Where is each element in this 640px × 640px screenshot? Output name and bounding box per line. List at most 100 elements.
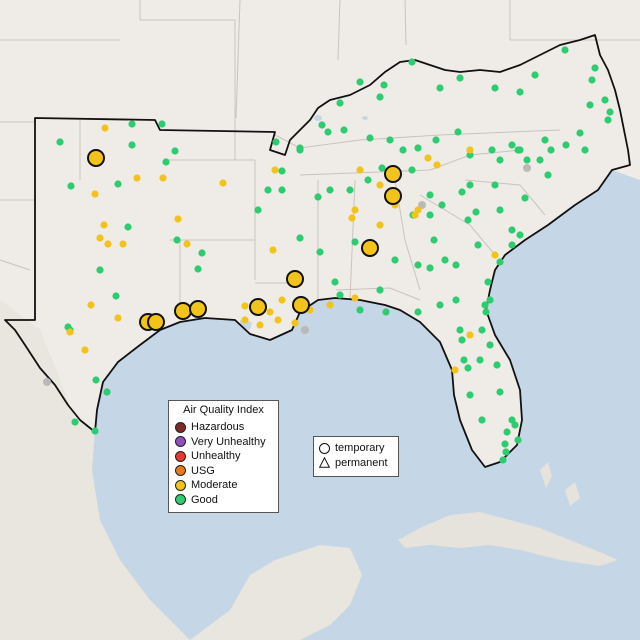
monitor-site[interactable] — [466, 391, 474, 399]
monitor-site[interactable] — [162, 158, 170, 166]
monitor-site[interactable] — [391, 256, 399, 264]
monitor-site[interactable] — [408, 58, 416, 66]
monitor-site[interactable] — [364, 176, 372, 184]
monitor-site[interactable] — [376, 221, 384, 229]
monitor-site[interactable] — [291, 319, 299, 327]
monitor-site[interactable] — [452, 296, 460, 304]
monitor-site[interactable] — [511, 421, 519, 429]
monitor-site[interactable] — [91, 190, 99, 198]
monitor-site[interactable] — [286, 270, 304, 288]
monitor-site[interactable] — [493, 361, 501, 369]
monitor-site[interactable] — [96, 234, 104, 242]
monitor-site[interactable] — [159, 174, 167, 182]
monitor-site[interactable] — [491, 251, 499, 259]
monitor-site[interactable] — [531, 71, 539, 79]
monitor-site[interactable] — [464, 364, 472, 372]
monitor-site[interactable] — [128, 120, 136, 128]
monitor-site[interactable] — [432, 136, 440, 144]
monitor-site[interactable] — [496, 258, 504, 266]
monitor-site[interactable] — [458, 188, 466, 196]
monitor-site[interactable] — [326, 301, 334, 309]
monitor-site[interactable] — [378, 164, 386, 172]
monitor-site[interactable] — [87, 301, 95, 309]
monitor-site[interactable] — [336, 291, 344, 299]
monitor-site[interactable] — [411, 211, 419, 219]
monitor-site[interactable] — [71, 418, 79, 426]
monitor-site[interactable] — [266, 308, 274, 316]
monitor-site[interactable] — [326, 186, 334, 194]
monitor-site[interactable] — [292, 296, 310, 314]
monitor-site[interactable] — [454, 128, 462, 136]
monitor-site[interactable] — [256, 321, 264, 329]
monitor-site[interactable] — [384, 187, 402, 205]
monitor-site[interactable] — [314, 193, 322, 201]
monitor-site[interactable] — [576, 129, 584, 137]
monitor-site[interactable] — [101, 124, 109, 132]
monitor-site[interactable] — [601, 96, 609, 104]
monitor-site[interactable] — [331, 278, 339, 286]
monitor-site[interactable] — [100, 221, 108, 229]
monitor-site[interactable] — [274, 316, 282, 324]
monitor-site[interactable] — [296, 146, 304, 154]
monitor-site[interactable] — [249, 298, 267, 316]
monitor-site[interactable] — [189, 300, 207, 318]
monitor-site[interactable] — [496, 206, 504, 214]
monitor-site[interactable] — [174, 215, 182, 223]
monitor-site[interactable] — [348, 214, 356, 222]
monitor-site[interactable] — [464, 216, 472, 224]
monitor-site[interactable] — [351, 238, 359, 246]
monitor-site[interactable] — [382, 308, 390, 316]
monitor-site[interactable] — [508, 226, 516, 234]
monitor-site[interactable] — [588, 76, 596, 84]
monitor-site[interactable] — [544, 171, 552, 179]
monitor-site[interactable] — [466, 146, 474, 154]
monitor-site[interactable] — [436, 301, 444, 309]
monitor-site[interactable] — [254, 206, 262, 214]
monitor-site[interactable] — [438, 201, 446, 209]
monitor-site[interactable] — [128, 141, 136, 149]
monitor-site[interactable] — [441, 256, 449, 264]
monitor-site[interactable] — [499, 456, 507, 464]
monitor-site[interactable] — [171, 147, 179, 155]
monitor-site[interactable] — [466, 181, 474, 189]
monitor-site[interactable] — [541, 136, 549, 144]
monitor-site[interactable] — [91, 427, 99, 435]
monitor-site[interactable] — [426, 264, 434, 272]
monitor-site[interactable] — [351, 206, 359, 214]
monitor-site[interactable] — [474, 241, 482, 249]
monitor-site[interactable] — [472, 208, 480, 216]
monitor-site[interactable] — [488, 146, 496, 154]
monitor-site[interactable] — [380, 81, 388, 89]
monitor-site[interactable] — [351, 294, 359, 302]
monitor-site[interactable] — [562, 141, 570, 149]
monitor-site[interactable] — [491, 84, 499, 92]
monitor-site[interactable] — [272, 138, 280, 146]
monitor-site[interactable] — [158, 120, 166, 128]
monitor-site[interactable] — [241, 302, 249, 310]
monitor-site[interactable] — [478, 416, 486, 424]
monitor-site[interactable] — [318, 121, 326, 129]
monitor-site[interactable] — [124, 223, 132, 231]
monitor-site[interactable] — [241, 316, 249, 324]
monitor-site[interactable] — [408, 166, 416, 174]
monitor-site[interactable] — [424, 154, 432, 162]
monitor-site[interactable] — [458, 336, 466, 344]
monitor-site[interactable] — [466, 151, 474, 159]
monitor-site[interactable] — [119, 240, 127, 248]
monitor-site[interactable] — [133, 174, 141, 182]
monitor-site[interactable] — [399, 146, 407, 154]
monitor-site[interactable] — [606, 108, 614, 116]
monitor-site[interactable] — [476, 356, 484, 364]
monitor-site[interactable] — [376, 286, 384, 294]
monitor-site[interactable] — [346, 186, 354, 194]
monitor-site[interactable] — [430, 236, 438, 244]
monitor-site[interactable] — [433, 161, 441, 169]
monitor-site[interactable] — [356, 78, 364, 86]
monitor-site[interactable] — [503, 428, 511, 436]
monitor-site[interactable] — [114, 314, 122, 322]
monitor-site[interactable] — [502, 448, 510, 456]
monitor-site[interactable] — [356, 166, 364, 174]
monitor-site[interactable] — [376, 93, 384, 101]
monitor-site[interactable] — [356, 306, 364, 314]
